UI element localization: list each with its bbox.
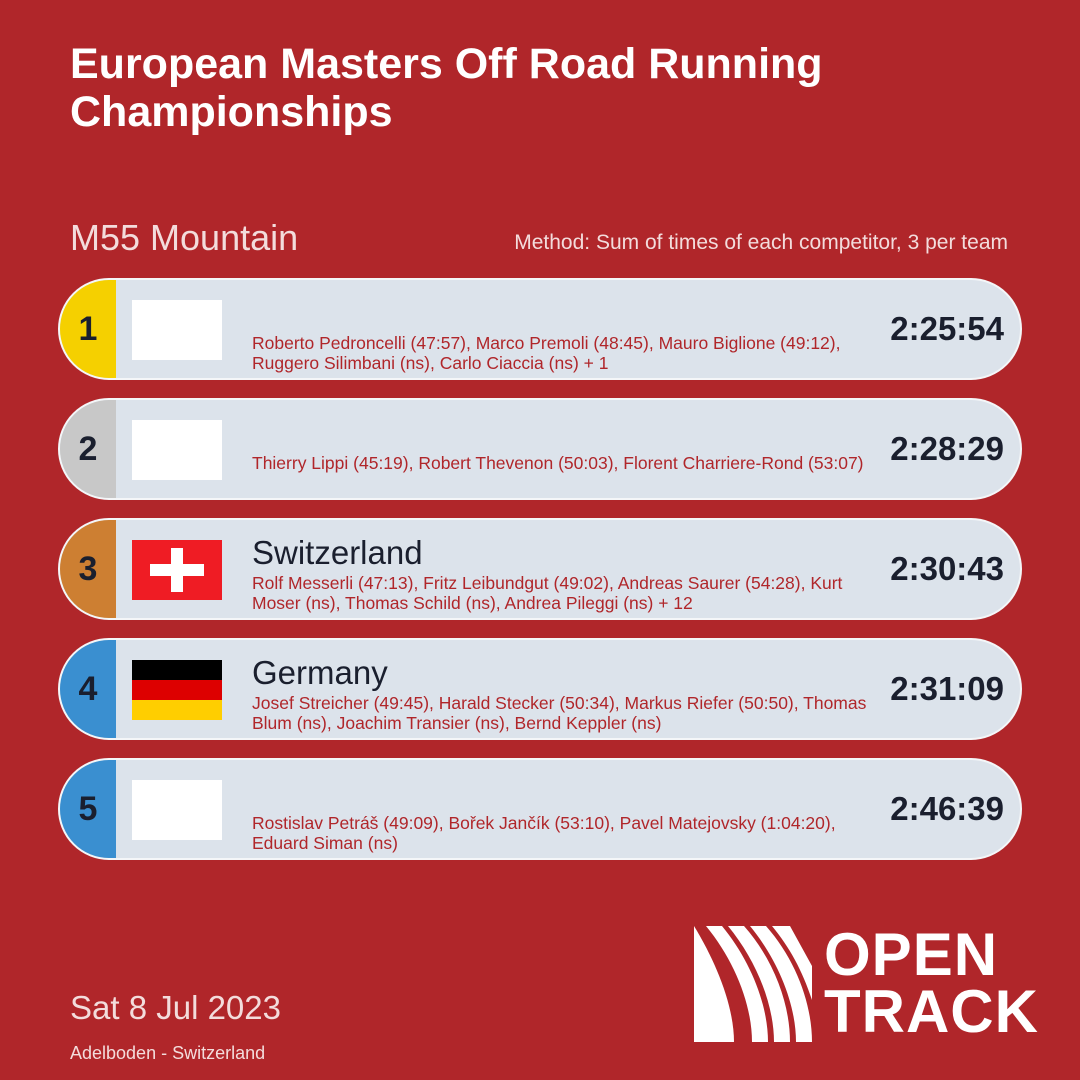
event-date: Sat 8 Jul 2023 [70,989,281,1026]
logo-wordmark: OPEN TRACK [824,921,1039,1045]
country-name: Germany [252,654,388,691]
team-time: 2:30:43 [890,550,1004,587]
team-members: Josef Streicher (49:45), Harald Stecker … [252,693,867,733]
rank-badge: 3 [60,520,116,618]
flag-placeholder-icon [132,300,222,360]
team-members: Thierry Lippi (45:19), Robert Thevenon (… [252,453,864,473]
team-time: 2:31:09 [890,670,1004,707]
rank-badge: 1 [60,280,116,378]
team-time: 2:25:54 [890,310,1004,347]
opentrack-logo: OPEN TRACK [694,921,1044,1046]
page-title: European Masters Off Road Running Champi… [70,40,823,136]
scoring-method: Method: Sum of times of each competitor,… [514,231,1008,254]
germany-flag-icon [132,660,222,720]
team-time: 2:28:29 [890,430,1004,467]
flag-placeholder-icon [132,420,222,480]
team-members: Roberto Pedroncelli (47:57), Marco Premo… [252,333,841,373]
team-time: 2:46:39 [890,790,1004,827]
result-row-5: 5 Rostislav Petráš (49:09), Bořek Jančík… [58,758,1022,860]
event-location: Adelboden - Switzerland [70,1043,266,1063]
result-row-1: 1 Roberto Pedroncelli (47:57), Marco Pre… [58,278,1022,380]
opentrack-track-icon [694,926,812,1043]
rank-badge: 5 [60,760,116,858]
rank-badge: 4 [60,640,116,738]
result-row-2: 2 Thierry Lippi (45:19), Robert Thevenon… [58,398,1022,500]
country-name: Switzerland [252,534,423,571]
team-members: Rolf Messerli (47:13), Fritz Leibundgut … [252,573,843,613]
flag-placeholder-icon [132,780,222,840]
results-list: 1 Roberto Pedroncelli (47:57), Marco Pre… [58,278,1022,878]
result-row-3: 3 Switzerland Rolf Messerli (47:13), Fri… [58,518,1022,620]
switzerland-flag-icon [132,540,222,600]
event-name: M55 Mountain [70,217,299,258]
result-row-4: 4 Germany Josef Streicher (49:45), Haral… [58,638,1022,740]
rank-badge: 2 [60,400,116,498]
team-members: Rostislav Petráš (49:09), Bořek Jančík (… [252,813,836,853]
